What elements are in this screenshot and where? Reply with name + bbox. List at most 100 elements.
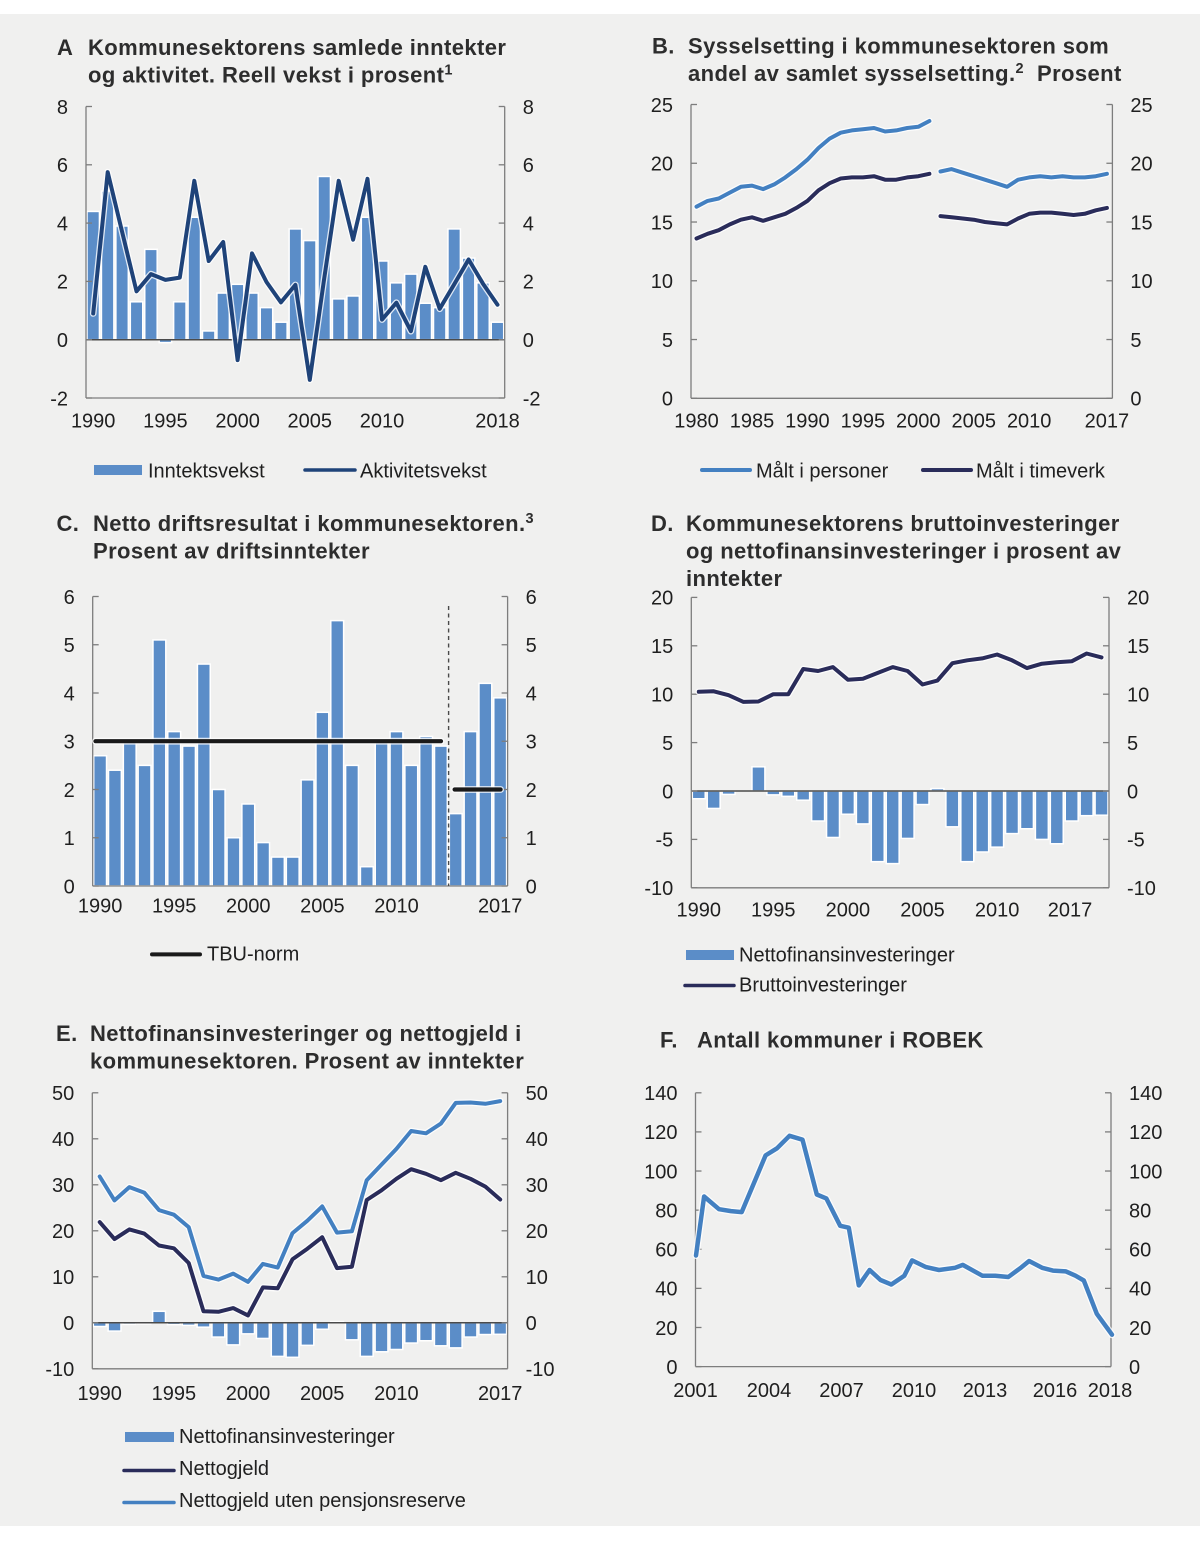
svg-text:2017: 2017 [1085, 411, 1130, 433]
svg-text:0: 0 [666, 1357, 677, 1379]
svg-text:30: 30 [526, 1175, 548, 1197]
svg-text:2000: 2000 [226, 1383, 271, 1405]
svg-text:4: 4 [57, 213, 68, 235]
svg-text:C.: C. [57, 511, 80, 536]
svg-text:2000: 2000 [826, 900, 871, 922]
svg-text:10: 10 [1127, 685, 1149, 707]
svg-text:5: 5 [662, 733, 673, 755]
svg-text:60: 60 [655, 1240, 677, 1262]
svg-text:2: 2 [526, 780, 537, 802]
svg-text:15: 15 [1130, 212, 1152, 234]
svg-text:Sysselsetting i kommunesektore: Sysselsetting i kommunesektoren som [688, 34, 1109, 59]
svg-text:TBU-norm: TBU-norm [207, 944, 299, 966]
svg-text:120: 120 [1129, 1122, 1162, 1144]
svg-text:Antall kommuner i ROBEK: Antall kommuner i ROBEK [697, 1028, 984, 1053]
svg-text:Målt i personer: Målt i personer [756, 461, 889, 483]
svg-text:20: 20 [52, 1221, 74, 1243]
svg-text:6: 6 [64, 587, 75, 609]
svg-text:60: 60 [1129, 1240, 1151, 1262]
svg-text:2005: 2005 [900, 900, 945, 922]
svg-text:2001: 2001 [673, 1380, 718, 1402]
svg-text:2017: 2017 [478, 1383, 523, 1405]
svg-text:2000: 2000 [215, 411, 260, 433]
svg-text:2000: 2000 [896, 411, 941, 433]
svg-text:-2: -2 [523, 388, 541, 410]
svg-text:Aktivitetsvekst: Aktivitetsvekst [360, 461, 487, 483]
svg-text:0: 0 [1129, 1357, 1140, 1379]
svg-text:10: 10 [651, 271, 673, 293]
svg-text:1995: 1995 [751, 900, 796, 922]
svg-text:2005: 2005 [288, 411, 333, 433]
svg-text:Kommunesektorens bruttoinveste: Kommunesektorens bruttoinvesteringer [686, 511, 1120, 536]
svg-text:A: A [57, 35, 73, 60]
svg-text:20: 20 [1129, 1318, 1151, 1340]
svg-text:20: 20 [1127, 588, 1149, 610]
svg-text:og nettofinansinvesteringer i: og nettofinansinvesteringer i prosent av [686, 539, 1122, 564]
svg-text:25: 25 [651, 95, 673, 117]
svg-text:140: 140 [644, 1083, 677, 1105]
svg-text:10: 10 [526, 1267, 548, 1289]
svg-text:140: 140 [1129, 1083, 1162, 1105]
svg-text:-10: -10 [45, 1359, 74, 1381]
svg-text:20: 20 [651, 588, 673, 610]
svg-text:F.: F. [660, 1028, 678, 1053]
svg-text:15: 15 [651, 636, 673, 658]
svg-text:6: 6 [526, 587, 537, 609]
svg-text:Nettogjeld: Nettogjeld [179, 1458, 269, 1480]
svg-text:2: 2 [64, 780, 75, 802]
svg-text:40: 40 [526, 1129, 548, 1151]
svg-text:4: 4 [526, 683, 537, 705]
svg-text:10: 10 [1130, 271, 1152, 293]
svg-text:1990: 1990 [78, 896, 123, 918]
svg-text:andel av samlet sysselsetting.: andel av samlet sysselsetting.2 Prosent [688, 61, 1122, 86]
svg-text:20: 20 [651, 154, 673, 176]
svg-text:30: 30 [52, 1175, 74, 1197]
svg-text:2016: 2016 [1033, 1380, 1078, 1402]
svg-text:Målt i timeverk: Målt i timeverk [976, 461, 1106, 483]
svg-text:-5: -5 [1127, 830, 1145, 852]
svg-text:5: 5 [1130, 330, 1141, 352]
svg-text:2005: 2005 [300, 1383, 345, 1405]
svg-text:-10: -10 [526, 1359, 555, 1381]
svg-text:120: 120 [644, 1122, 677, 1144]
svg-text:1990: 1990 [677, 900, 722, 922]
svg-text:80: 80 [1129, 1200, 1151, 1222]
svg-text:6: 6 [57, 155, 68, 177]
svg-text:1995: 1995 [143, 411, 188, 433]
svg-text:0: 0 [526, 1313, 537, 1335]
svg-text:og aktivitet. Reell vekst i pr: og aktivitet. Reell vekst i prosent1 [88, 63, 453, 88]
svg-text:Kommunesektorens samlede innte: Kommunesektorens samlede inntekter [88, 35, 506, 60]
svg-text:10: 10 [651, 685, 673, 707]
svg-text:2010: 2010 [374, 1383, 419, 1405]
svg-text:20: 20 [1130, 154, 1152, 176]
svg-text:Prosent av driftsinntekter: Prosent av driftsinntekter [93, 539, 370, 564]
svg-text:-2: -2 [50, 388, 68, 410]
svg-text:20: 20 [655, 1318, 677, 1340]
svg-text:Bruttoinvesteringer: Bruttoinvesteringer [739, 975, 907, 997]
svg-text:2017: 2017 [478, 896, 523, 918]
svg-text:1990: 1990 [71, 411, 116, 433]
svg-text:Nettofinansinvesteringer og ne: Nettofinansinvesteringer og nettogjeld i [90, 1021, 522, 1046]
svg-text:2010: 2010 [975, 900, 1020, 922]
svg-text:D.: D. [651, 511, 674, 536]
svg-text:1995: 1995 [841, 411, 886, 433]
svg-text:5: 5 [526, 635, 537, 657]
svg-text:1985: 1985 [730, 411, 775, 433]
svg-text:25: 25 [1130, 95, 1152, 117]
svg-text:2000: 2000 [226, 896, 271, 918]
svg-text:2018: 2018 [1088, 1380, 1133, 1402]
svg-text:100: 100 [1129, 1161, 1162, 1183]
svg-text:3: 3 [64, 732, 75, 754]
svg-text:2010: 2010 [360, 411, 405, 433]
svg-text:1980: 1980 [674, 411, 719, 433]
svg-text:2010: 2010 [892, 1380, 937, 1402]
svg-text:1990: 1990 [785, 411, 830, 433]
svg-text:0: 0 [64, 876, 75, 898]
svg-text:1995: 1995 [152, 896, 197, 918]
svg-text:0: 0 [1127, 781, 1138, 803]
svg-text:0: 0 [1130, 389, 1141, 411]
svg-text:Nettogjeld uten pensjonsreserv: Nettogjeld uten pensjonsreserve [179, 1490, 466, 1512]
svg-text:0: 0 [523, 330, 534, 352]
svg-text:1995: 1995 [152, 1383, 197, 1405]
svg-text:inntekter: inntekter [686, 566, 783, 591]
